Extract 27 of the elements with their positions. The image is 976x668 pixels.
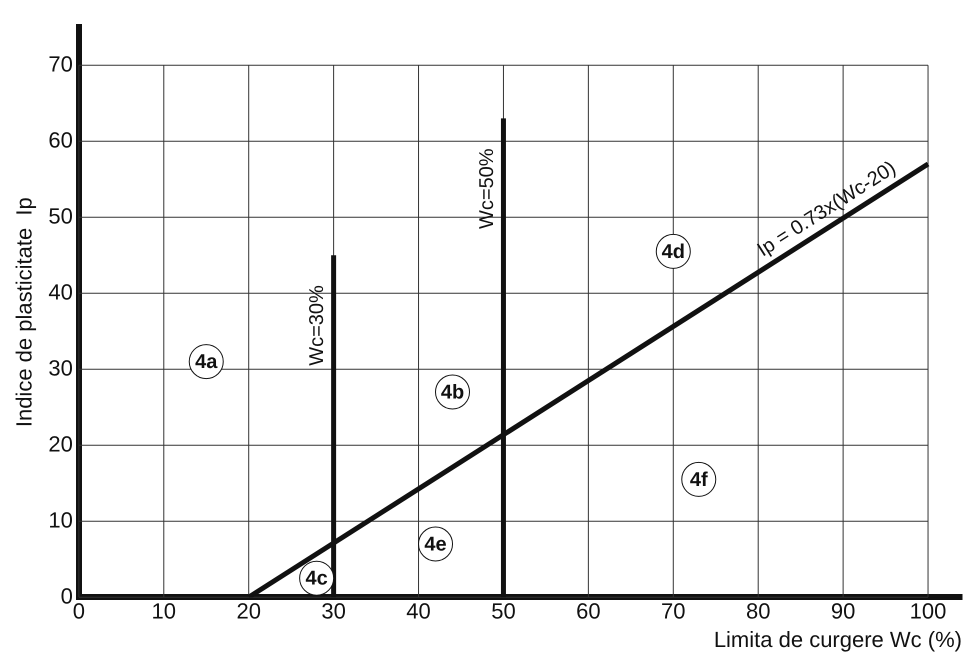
y-tick-label: 30 — [48, 355, 73, 380]
x-tick-label: 30 — [321, 598, 346, 624]
x-tick-label: 50 — [491, 598, 516, 624]
y-tick-label: 50 — [48, 203, 73, 228]
x-tick-label: 70 — [661, 598, 686, 624]
x-tick-label: 80 — [746, 598, 770, 624]
text: Wc=30% — [306, 284, 328, 366]
y-tick-label: 10 — [48, 507, 73, 532]
annotation: 4c — [306, 568, 328, 590]
annotation: 4a — [195, 351, 218, 374]
annotation: 4f — [690, 468, 708, 491]
x-tick-label: 40 — [406, 598, 431, 624]
annotation: 4d — [662, 240, 685, 263]
x-tick-label: 10 — [152, 598, 176, 624]
x-tick-label: 60 — [576, 598, 601, 624]
x-tick-label: 20 — [236, 598, 261, 624]
y-tick-label: 70 — [48, 51, 73, 76]
y-tick-label: 60 — [48, 127, 73, 152]
y-axis-title: Indice de plasticitate Ip — [11, 197, 36, 428]
annotation: 4b — [440, 382, 464, 404]
annotation: 4e — [424, 534, 447, 556]
y-tick-label: 20 — [48, 431, 73, 456]
x-tick-label: 100 — [910, 598, 946, 624]
x-axis-title: Limita de curgere Wc (%) — [714, 626, 962, 652]
y-tick-label: 40 — [48, 279, 73, 304]
x-tick-label: 90 — [830, 598, 856, 624]
text: Wc=50% — [476, 148, 498, 229]
